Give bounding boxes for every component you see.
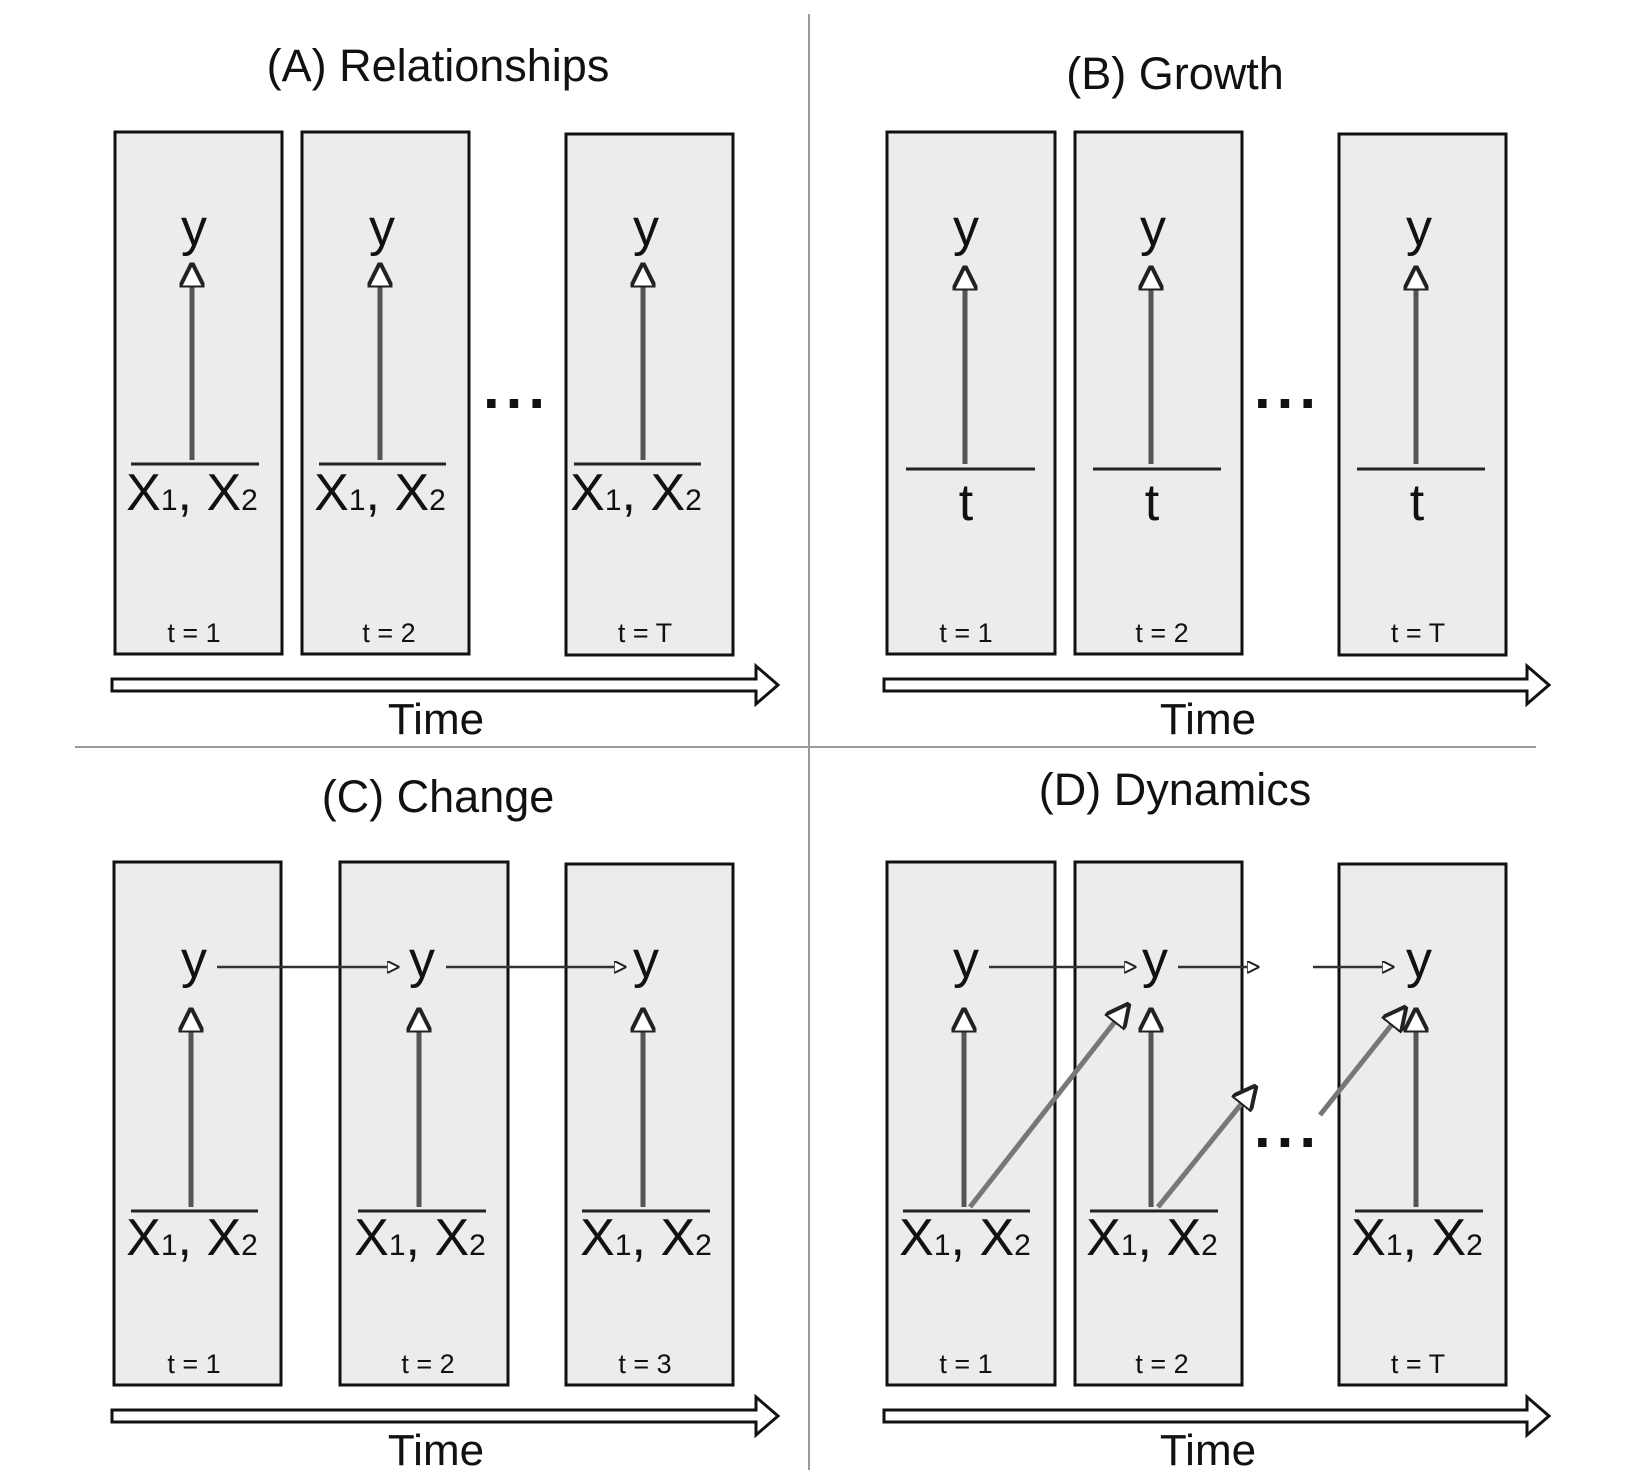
time-axis-label: Time bbox=[388, 1426, 484, 1475]
time-index-label: t = 1 bbox=[167, 1349, 220, 1379]
time-index-label: t = 2 bbox=[1135, 618, 1188, 648]
ellipsis: ... bbox=[1254, 354, 1322, 421]
time-box-frame bbox=[564, 132, 735, 657]
outcome-y-label: y bbox=[953, 199, 979, 257]
time-box-frame bbox=[113, 130, 284, 656]
time-box: y t t = 2 bbox=[1073, 130, 1244, 656]
panel-b-growth: (B) Growth y t t = 1 y t t = 2 ... y t t… bbox=[882, 48, 1552, 744]
predictor-label: X1, X2 bbox=[354, 1209, 486, 1267]
time-box-frame bbox=[885, 860, 1057, 1387]
time-box-frame bbox=[1337, 862, 1508, 1387]
time-index-label: t = 3 bbox=[618, 1349, 671, 1379]
outcome-y-label: y bbox=[1406, 199, 1432, 257]
predictor-label: X1, X2 bbox=[899, 1209, 1031, 1267]
time-arrow bbox=[110, 662, 781, 708]
outcome-y-label: y bbox=[1142, 931, 1168, 989]
time-box-frame bbox=[300, 130, 471, 656]
predictor-t-label: t bbox=[1410, 474, 1425, 532]
time-arrow bbox=[882, 662, 1552, 708]
ellipsis: ... bbox=[483, 354, 551, 421]
cross-lagged-arrow bbox=[968, 1005, 1128, 1209]
time-index-label: t = T bbox=[618, 618, 672, 648]
outcome-y-label: y bbox=[369, 199, 395, 257]
panel-title: (B) Growth bbox=[1066, 48, 1284, 99]
predictor-label: X1, X2 bbox=[1086, 1209, 1218, 1267]
time-box: y X1, X2 t = 1 bbox=[112, 860, 283, 1387]
time-box: y X1, X2 t = 1 bbox=[113, 130, 284, 656]
time-arrow bbox=[110, 1393, 781, 1439]
time-box: y t t = 1 bbox=[885, 130, 1057, 656]
time-box-frame bbox=[1073, 130, 1244, 656]
predictor-label: X1, X2 bbox=[1351, 1209, 1483, 1267]
outcome-y-label: y bbox=[1140, 199, 1166, 257]
outcome-y-label: y bbox=[409, 931, 435, 989]
predictor-label: X1, X2 bbox=[570, 464, 702, 522]
time-index-label: t = 1 bbox=[939, 1349, 992, 1379]
time-index-label: t = 2 bbox=[401, 1349, 454, 1379]
time-index-label: t = 2 bbox=[1135, 1349, 1188, 1379]
outcome-y-label: y bbox=[953, 931, 979, 989]
predictor-label: X1, X2 bbox=[126, 1209, 258, 1267]
time-box: y X1, X2 t = T bbox=[564, 132, 735, 657]
panel-title: (D) Dynamics bbox=[1039, 764, 1312, 815]
panel-title: (A) Relationships bbox=[267, 40, 610, 91]
predictor-label: X1, X2 bbox=[580, 1209, 712, 1267]
time-index-label: t = 1 bbox=[167, 618, 220, 648]
time-box: y X1, X2 t = 3 bbox=[564, 862, 735, 1387]
time-box-frame bbox=[885, 130, 1057, 656]
cross-lagged-arrow bbox=[1156, 1087, 1255, 1209]
time-axis-label: Time bbox=[1160, 1426, 1256, 1475]
outcome-y-label: y bbox=[633, 199, 659, 257]
outcome-y-label: y bbox=[181, 199, 207, 257]
time-box: y X1, X2 t = 2 bbox=[1073, 860, 1244, 1387]
time-index-label: t = T bbox=[1391, 618, 1445, 648]
time-box-frame bbox=[112, 860, 283, 1387]
predictor-t-label: t bbox=[959, 474, 974, 532]
panel-a-relationships: (A) Relationships y X1, X2 t = 1 y X1, X… bbox=[110, 40, 781, 744]
predictor-label: X1, X2 bbox=[314, 464, 446, 522]
outcome-y-label: y bbox=[181, 931, 207, 989]
time-axis-label: Time bbox=[1160, 695, 1256, 744]
time-box-frame bbox=[338, 860, 510, 1387]
panel-d-dynamics: (D) Dynamics y X1, X2 t = 1 y X1, X2 t =… bbox=[882, 764, 1552, 1475]
time-index-label: t = 1 bbox=[939, 618, 992, 648]
time-box-frame bbox=[1073, 860, 1244, 1387]
ellipsis: ... bbox=[1254, 1093, 1322, 1160]
time-box: y X1, X2 t = T bbox=[1337, 862, 1508, 1387]
predictor-label: X1, X2 bbox=[126, 464, 258, 522]
predictor-t-label: t bbox=[1145, 474, 1160, 532]
cross-lagged-arrow bbox=[1318, 1008, 1405, 1117]
outcome-y-label: y bbox=[633, 931, 659, 989]
time-box-frame bbox=[1337, 132, 1508, 657]
panel-c-change: (C) Change y X1, X2 t = 1 y X1, X2 t = 2… bbox=[110, 771, 781, 1475]
time-arrow bbox=[882, 1393, 1552, 1439]
time-box: y X1, X2 t = 2 bbox=[300, 130, 471, 656]
time-index-label: t = T bbox=[1391, 1349, 1445, 1379]
outcome-y-label: y bbox=[1406, 931, 1432, 989]
time-box: y X1, X2 t = 1 bbox=[885, 860, 1057, 1387]
time-axis-label: Time bbox=[388, 695, 484, 744]
time-index-label: t = 2 bbox=[362, 618, 415, 648]
time-box-frame bbox=[564, 862, 735, 1387]
time-box: y X1, X2 t = 2 bbox=[338, 860, 510, 1387]
panel-title: (C) Change bbox=[322, 771, 555, 822]
time-box: y t t = T bbox=[1337, 132, 1508, 657]
